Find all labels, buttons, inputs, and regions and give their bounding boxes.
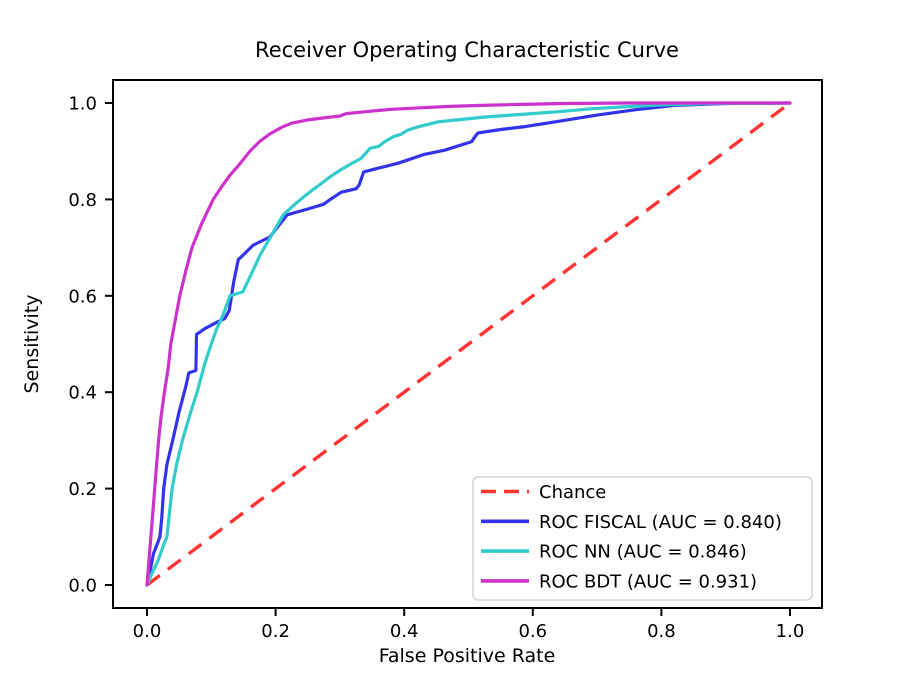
legend-box — [472, 476, 813, 601]
y-axis-ticks: 0.0 0.2 0.4 0.6 0.8 1.0 — [68, 94, 113, 597]
roc-curves — [145, 101, 792, 587]
x-tick-label: 0.8 — [647, 621, 676, 642]
y-tick-label: 0.6 — [68, 286, 97, 307]
y-tick-label: 0.0 — [68, 576, 97, 597]
x-axis-ticks: 0.0 0.2 0.4 0.6 0.8 1.0 — [133, 608, 805, 642]
legend: Chance ROC FISCAL (AUC = 0.840) ROC NN (AU… — [472, 476, 813, 601]
legend-label-roc-fiscal: ROC FISCAL (AUC = 0.840) — [539, 512, 782, 533]
y-tick-label: 0.8 — [68, 190, 97, 211]
x-tick-label: 0.6 — [518, 621, 547, 642]
y-axis-label: Sensitivity — [21, 295, 43, 394]
legend-label-roc-bdt: ROC BDT (AUC = 0.931) — [539, 571, 757, 592]
x-tick-label: 0.4 — [390, 621, 419, 642]
curve-chance — [145, 101, 792, 587]
curve-roc-bdt — [145, 101, 792, 587]
legend-label-chance: Chance — [539, 482, 606, 503]
x-tick-label: 0.2 — [261, 621, 290, 642]
chart-title: Receiver Operating Characteristic Curve — [255, 38, 679, 62]
curve-roc-nn — [145, 101, 792, 587]
y-tick-label: 1.0 — [68, 94, 97, 115]
y-tick-label: 0.2 — [68, 479, 97, 500]
legend-label-roc-nn: ROC NN (AUC = 0.846) — [539, 542, 747, 563]
y-tick-label: 0.4 — [68, 383, 97, 404]
x-tick-label: 1.0 — [776, 621, 805, 642]
x-tick-label: 0.0 — [133, 621, 162, 642]
x-axis-label: False Positive Rate — [379, 645, 556, 667]
plot-frame — [112, 79, 823, 609]
